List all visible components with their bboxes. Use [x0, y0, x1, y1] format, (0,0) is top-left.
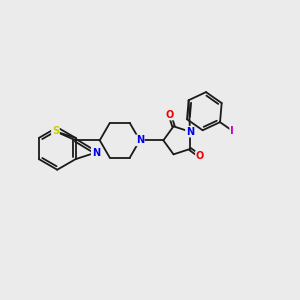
Text: N: N [92, 148, 100, 158]
Text: O: O [166, 110, 174, 120]
Text: S: S [52, 126, 59, 136]
Text: N: N [136, 135, 144, 145]
Text: O: O [196, 151, 204, 161]
Text: N: N [186, 127, 194, 137]
Text: I: I [230, 126, 234, 136]
